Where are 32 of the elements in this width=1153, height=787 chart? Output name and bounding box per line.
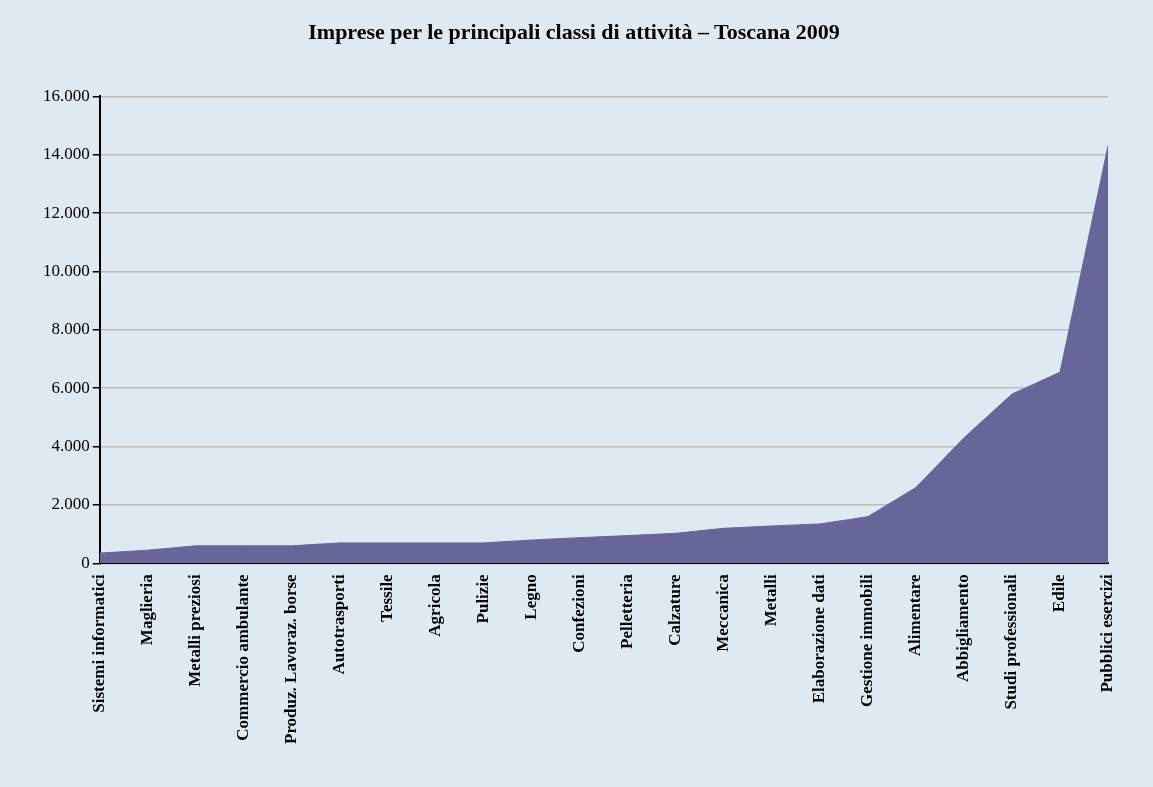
x-tick-label: Sistemi informatici — [89, 574, 109, 713]
x-tick-label: Meccanica — [713, 573, 733, 652]
y-tick-label: 2.000 — [51, 494, 90, 514]
x-tick-label: Pelletteria — [617, 573, 637, 649]
x-tick-label: Elaborazione dati — [809, 574, 829, 704]
x-tick-label: Pulizie — [473, 573, 493, 624]
x-tick-label: Legno — [521, 574, 541, 620]
chart-title: Imprese per le principali classi di attività – Toscana 2009 — [308, 18, 840, 44]
x-tick-label: Metalli preziosi — [185, 574, 205, 687]
x-tick-label: Calzature — [665, 573, 685, 646]
x-tick-label: Autotrasporti — [329, 574, 349, 675]
x-tick-label: Tessile — [377, 573, 397, 622]
x-tick-label: Edile — [1049, 573, 1069, 613]
y-tick-label: 10.000 — [43, 260, 90, 280]
y-tick-label: 4.000 — [51, 436, 90, 456]
y-tick-label: 0 — [81, 552, 90, 572]
y-tick-label: 12.000 — [43, 202, 90, 222]
y-tick-label: 8.000 — [51, 319, 90, 339]
y-tick-label: 6.000 — [51, 377, 90, 397]
x-tick-label: Pubblici esercizi — [1097, 574, 1117, 693]
x-tick-label: Commercio ambulante — [233, 573, 253, 741]
x-tick-label: Produz. Lavoraz. borse — [281, 573, 301, 744]
x-tick-label: Studi professionali — [1001, 574, 1021, 710]
x-tick-label: Agricola — [425, 573, 445, 637]
x-tick-label: Metalli — [761, 574, 781, 627]
y-tick-label: 14.000 — [43, 144, 90, 164]
x-tick-label: Maglieria — [137, 573, 157, 646]
y-tick-label: 16.000 — [43, 85, 90, 105]
x-tick-label: Confezioni — [569, 574, 589, 653]
x-tick-label: Alimentare — [905, 573, 925, 657]
x-tick-label: Gestione immobili — [857, 574, 877, 708]
x-tick-label: Abbigliamento — [953, 574, 973, 683]
